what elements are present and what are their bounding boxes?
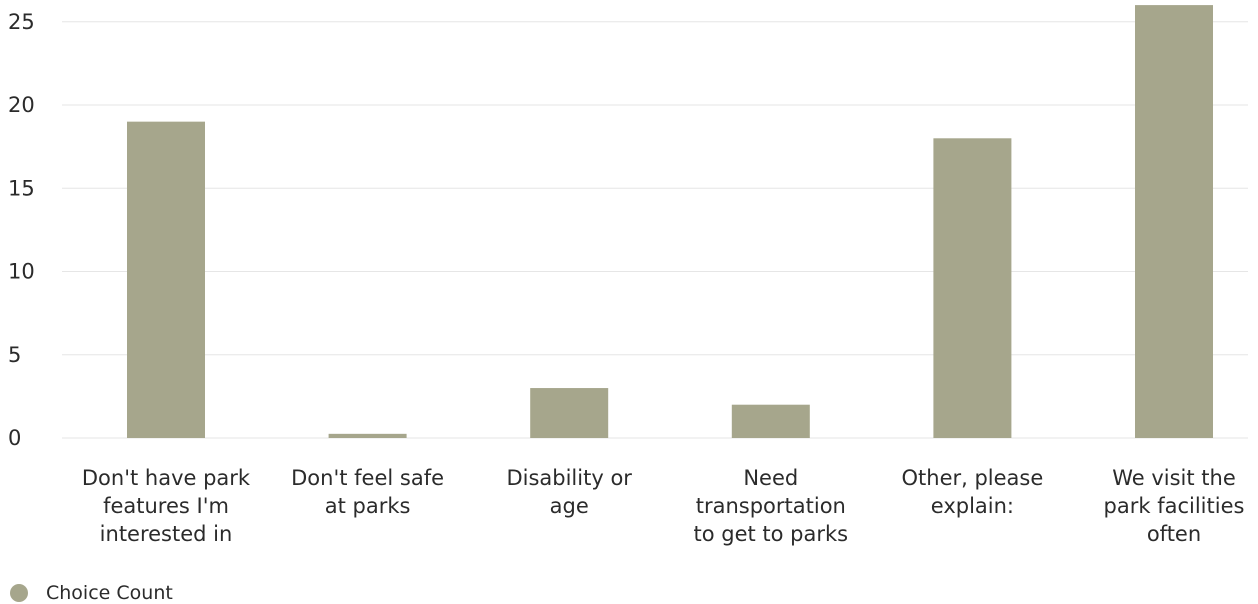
y-tick-label: 25: [8, 10, 35, 34]
legend-label: Choice Count: [46, 582, 173, 604]
legend-swatch-icon: [10, 584, 28, 602]
y-tick-label: 20: [8, 93, 35, 117]
x-category-label: Don't feel safe at parks: [291, 466, 444, 518]
bar: [933, 138, 1012, 439]
y-tick-label: 0: [8, 426, 21, 450]
x-category-label: Other, please explain:: [902, 466, 1044, 518]
y-tick-label: 15: [8, 176, 35, 200]
bar: [530, 388, 609, 438]
bars: [127, 5, 1213, 439]
bar-chart: 0 5 10 15 20 25 Don't have park features I'm in…: [8, 5, 1248, 546]
bar: [731, 404, 810, 438]
x-category-label: Disability or age: [506, 466, 632, 518]
x-category-label: We visit the park facilities often: [1104, 466, 1245, 546]
bar: [127, 121, 205, 439]
y-tick-label: 5: [8, 343, 21, 367]
x-category-label: Don't have park features I'm interested in: [82, 466, 251, 546]
bar: [328, 433, 407, 438]
gridlines: [62, 21, 1248, 439]
y-axis-ticks: 0 5 10 15 20 25: [8, 10, 35, 450]
bar: [1135, 5, 1213, 438]
x-axis-labels: Don't have park features I'm interested in…: [82, 466, 1245, 546]
legend: Choice Count: [10, 582, 173, 604]
y-tick-label: 10: [8, 260, 35, 284]
x-category-label: Need transportation to get to parks: [693, 466, 848, 546]
